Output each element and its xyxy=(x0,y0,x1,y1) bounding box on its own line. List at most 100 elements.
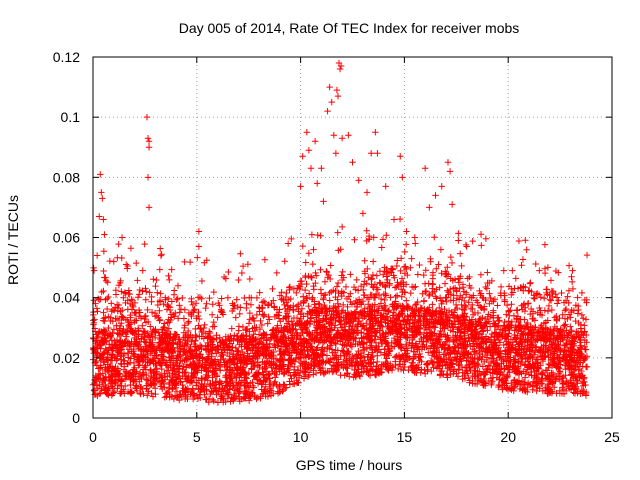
data-point xyxy=(352,309,360,317)
data-point xyxy=(410,319,417,327)
data-point xyxy=(309,346,316,353)
data-point xyxy=(346,373,353,380)
data-point xyxy=(441,324,448,332)
data-point xyxy=(431,323,438,331)
data-point xyxy=(391,284,399,291)
data-point xyxy=(519,256,527,263)
data-point xyxy=(522,283,529,291)
data-point xyxy=(580,315,587,322)
data-point xyxy=(157,245,164,252)
data-point xyxy=(276,292,284,299)
data-point xyxy=(147,377,154,385)
data-point xyxy=(492,339,499,346)
data-point xyxy=(143,382,150,389)
data-point xyxy=(136,286,143,294)
data-point xyxy=(174,352,181,359)
data-point xyxy=(295,372,303,379)
data-point xyxy=(491,340,498,347)
data-point xyxy=(128,296,135,303)
data-point xyxy=(360,363,367,370)
scatter-points xyxy=(89,59,591,406)
data-point xyxy=(216,302,223,309)
data-point xyxy=(436,336,443,343)
data-point xyxy=(166,276,173,284)
data-point xyxy=(239,323,247,331)
data-point xyxy=(446,356,454,363)
data-point xyxy=(321,337,328,345)
data-point xyxy=(365,335,373,343)
data-point xyxy=(353,351,360,359)
data-point xyxy=(238,332,245,340)
data-point xyxy=(312,269,319,277)
data-point xyxy=(403,304,410,311)
data-point xyxy=(244,261,252,268)
data-point xyxy=(416,261,423,269)
data-point xyxy=(424,308,431,315)
data-point xyxy=(482,345,489,353)
data-point xyxy=(259,390,266,398)
data-point xyxy=(520,300,528,307)
data-point xyxy=(153,352,160,359)
data-point xyxy=(398,293,405,300)
data-point xyxy=(555,341,562,349)
data-point xyxy=(121,289,129,296)
data-point xyxy=(477,271,485,278)
data-point xyxy=(484,335,492,343)
data-point xyxy=(106,374,114,381)
data-point xyxy=(536,304,543,312)
data-point xyxy=(197,394,204,402)
data-point xyxy=(196,324,204,332)
data-point xyxy=(332,287,339,295)
data-point xyxy=(92,391,100,398)
data-point xyxy=(103,387,111,394)
data-point xyxy=(425,292,433,299)
data-point xyxy=(423,326,431,333)
data-point xyxy=(186,258,194,266)
data-point xyxy=(367,342,375,349)
data-point xyxy=(335,247,342,254)
data-point xyxy=(229,307,236,315)
data-point xyxy=(387,294,394,301)
data-point xyxy=(104,356,111,363)
data-point xyxy=(423,338,430,345)
data-point xyxy=(514,285,522,292)
data-point xyxy=(338,347,346,354)
data-point xyxy=(286,381,294,388)
data-point xyxy=(288,334,296,341)
data-point xyxy=(217,380,225,387)
data-point xyxy=(314,332,321,339)
data-point xyxy=(283,320,291,327)
data-point xyxy=(532,260,539,268)
data-point xyxy=(472,297,480,304)
data-point xyxy=(132,309,139,317)
data-point xyxy=(122,290,129,297)
data-point xyxy=(124,262,131,270)
data-point xyxy=(377,312,384,319)
data-point xyxy=(521,325,528,332)
data-point xyxy=(172,379,179,387)
data-point xyxy=(237,304,244,311)
data-point xyxy=(356,355,364,362)
data-point xyxy=(274,390,282,397)
data-point xyxy=(315,300,322,307)
data-point xyxy=(235,327,242,334)
data-point xyxy=(344,365,351,372)
data-point xyxy=(208,388,215,395)
data-point xyxy=(461,372,468,380)
data-point xyxy=(307,315,315,322)
data-point xyxy=(373,284,380,291)
data-point xyxy=(518,370,525,377)
data-point xyxy=(120,294,127,301)
data-point xyxy=(203,300,210,307)
data-point xyxy=(125,287,133,294)
data-point xyxy=(293,289,300,297)
data-point xyxy=(531,379,539,386)
data-point xyxy=(350,283,358,291)
data-point xyxy=(569,285,577,293)
data-point xyxy=(411,301,419,309)
data-point xyxy=(408,307,416,314)
data-point xyxy=(443,359,450,366)
data-point xyxy=(347,356,355,364)
data-point xyxy=(110,389,117,396)
